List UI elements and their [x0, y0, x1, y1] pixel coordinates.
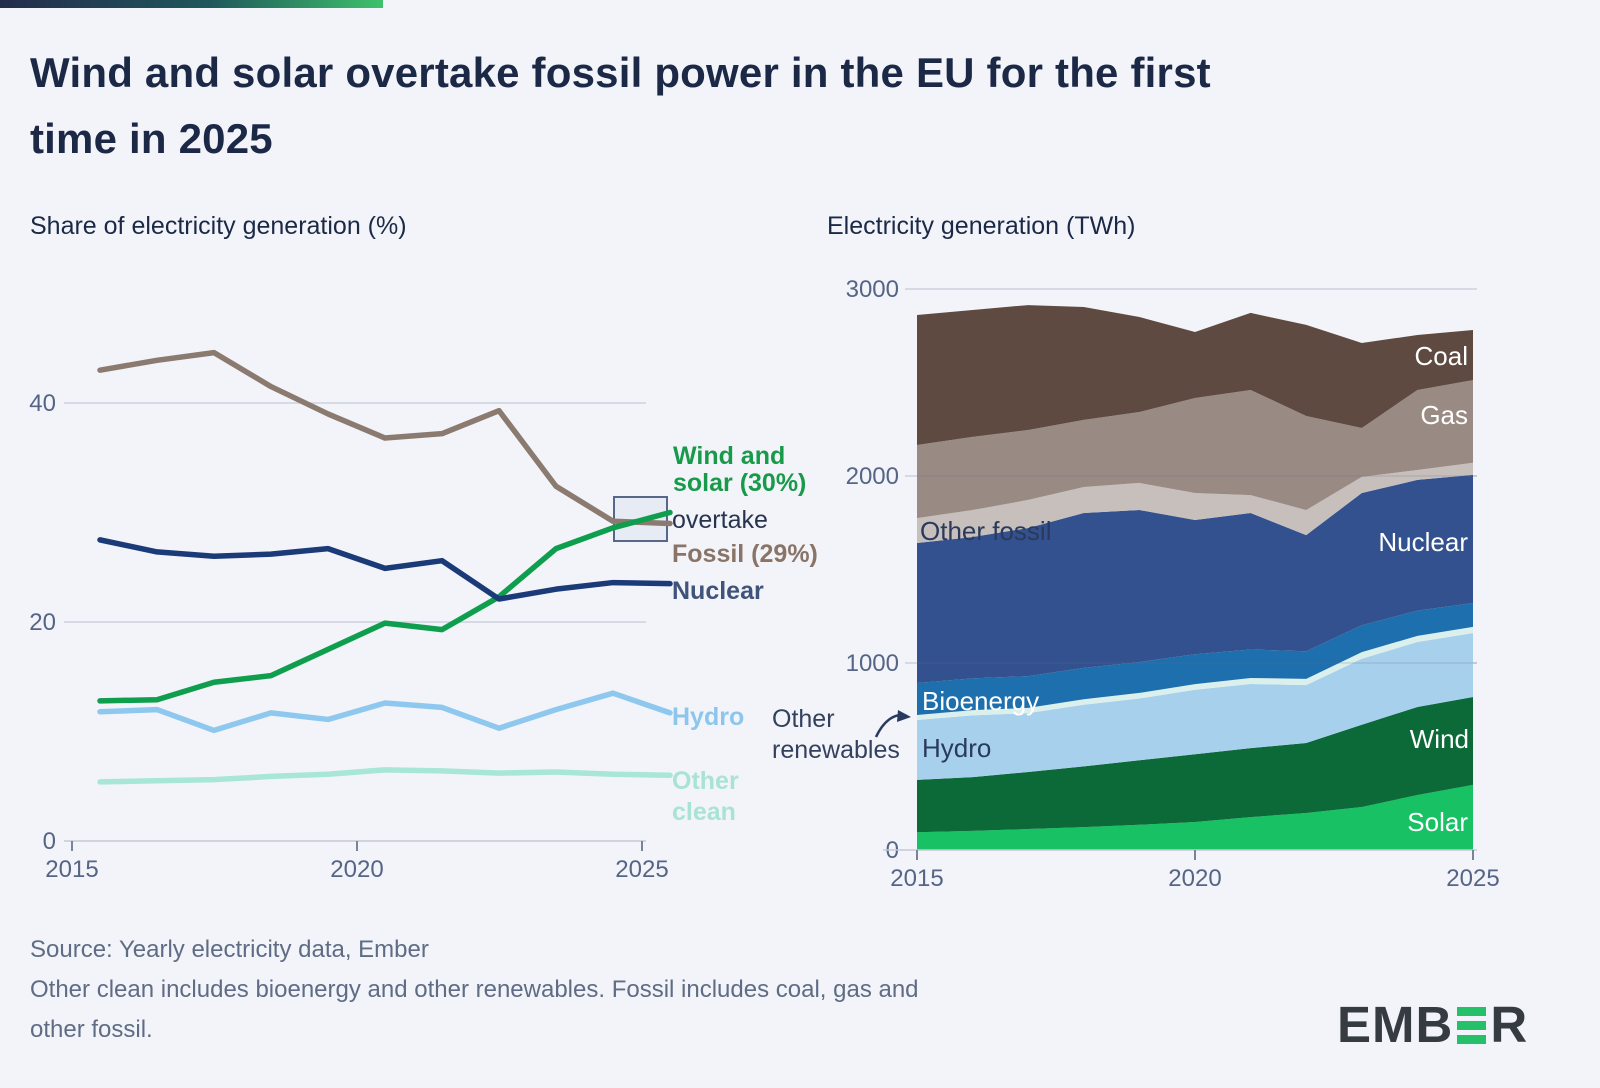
svg-text:2015: 2015 — [890, 865, 943, 892]
logo-text-emb: EMB — [1337, 996, 1454, 1053]
area-nuclear — [917, 474, 1473, 684]
area-bioenergy — [917, 602, 1473, 715]
other-fossil-area-label: Other fossil — [920, 516, 1052, 546]
line-other-clean — [97, 767, 673, 785]
other-renewables-annotation: Other renewables — [772, 705, 900, 764]
svg-text:1000: 1000 — [846, 650, 899, 677]
wind-area-label: Wind — [1409, 724, 1469, 754]
svg-text:0: 0 — [43, 828, 56, 855]
line-hydro — [97, 690, 673, 734]
hydro-annotation: Hydro — [672, 703, 745, 731]
brand-gradient-bar — [0, 0, 383, 8]
other-clean-annotation: Other clean — [672, 767, 739, 826]
area-wind — [917, 697, 1473, 833]
note-line-2: other fossil. — [30, 1016, 153, 1043]
gas-area-label: Gas — [1420, 400, 1468, 430]
note-line-1: Other clean includes bioenergy and other… — [30, 976, 919, 1003]
nuclear-annotation: Nuclear — [672, 577, 764, 605]
svg-text:2020: 2020 — [330, 856, 383, 883]
svg-text:2025: 2025 — [1446, 865, 1499, 892]
solar-area-label: Solar — [1407, 807, 1468, 837]
svg-text:2025: 2025 — [615, 856, 668, 883]
svg-text:3000: 3000 — [846, 276, 899, 303]
line-wind-and-solar — [97, 509, 673, 704]
area-other-fossil — [917, 462, 1473, 543]
fossil-annotation: Fossil (29%) — [672, 540, 818, 568]
title-line-1: Wind and solar overtake fossil power in … — [30, 49, 1211, 96]
bioenergy-area-label: Bioenergy — [922, 686, 1040, 716]
area-gas — [917, 380, 1473, 519]
svg-text:40: 40 — [29, 390, 56, 417]
logo-text-r: R — [1490, 996, 1529, 1053]
line-nuclear — [97, 537, 673, 602]
share-line-chart: 0 20 40 2015 2020 2025 — [29, 349, 673, 883]
svg-text:2000: 2000 — [846, 463, 899, 490]
hydro-area-label: Hydro — [922, 733, 992, 763]
svg-text:2020: 2020 — [1168, 865, 1221, 892]
overtake-annotation: overtake — [672, 506, 768, 534]
page-title: Wind and solar overtake fossil power in … — [30, 40, 1480, 172]
right-chart-subtitle: Electricity generation (TWh) — [827, 212, 1136, 240]
source-line: Source: Yearly electricity data, Ember — [30, 936, 429, 963]
wind-solar-annotation: Wind and solar (30%) — [673, 442, 807, 497]
area-solar — [917, 784, 1473, 850]
logo-green-e-icon — [1457, 1006, 1487, 1044]
line-fossil — [97, 349, 673, 527]
title-line-2: time in 2025 — [30, 115, 273, 162]
other-renewables-arrow-icon — [874, 710, 911, 738]
footer-notes: Source: Yearly electricity data, Ember O… — [30, 930, 919, 1050]
svg-text:20: 20 — [29, 609, 56, 636]
area-other-renewables — [917, 626, 1473, 721]
area-coal — [917, 305, 1473, 445]
svg-text:2015: 2015 — [45, 856, 98, 883]
nuclear-area-label: Nuclear — [1378, 527, 1468, 557]
coal-area-label: Coal — [1414, 341, 1468, 371]
left-chart-subtitle: Share of electricity generation (%) — [30, 212, 407, 240]
ember-logo: EMB R — [1337, 996, 1529, 1053]
area-hydro — [917, 633, 1473, 780]
